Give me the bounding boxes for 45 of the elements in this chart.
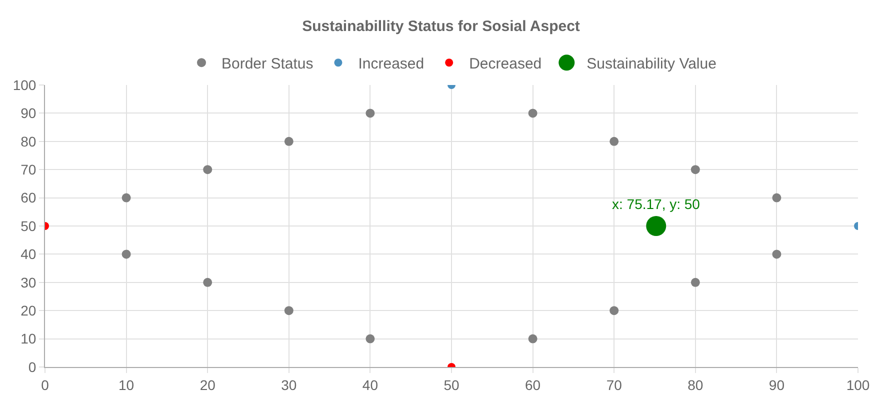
y-tick-label: 100 [12,76,36,93]
point [528,334,538,344]
legend-label: Decreased [469,55,542,72]
point [646,216,666,236]
x-tick-label: 70 [606,376,622,393]
x-tick-label: 90 [768,376,785,393]
y-tick-label: 10 [20,330,36,347]
point [772,250,782,259]
x-tick-label: 60 [525,376,541,393]
x-tick-label: 50 [444,376,460,393]
x-tick-label: 100 [846,376,870,393]
legend-label: Border Status [222,55,314,72]
point [284,306,294,316]
point [122,250,131,259]
point [690,165,700,174]
legend-label: Sustainability Value [586,55,716,72]
x-tick-label: 40 [362,376,378,393]
point [690,278,700,287]
point [772,193,782,202]
y-tick-label: 0 [28,358,36,375]
y-tick-label: 50 [20,218,36,234]
point [122,193,131,202]
legend-label: Increased [358,55,424,72]
x-tick-label: 30 [281,376,297,393]
x-tick-label: 10 [118,376,134,393]
point [610,136,619,146]
y-tick-label: 90 [20,105,36,122]
y-tick-label: 20 [20,302,36,318]
chart-title: Sustainabillity Status for Sosial Aspect [302,18,580,35]
x-tick-label: 80 [688,376,704,393]
point [366,108,375,118]
x-tick-label: 0 [41,376,50,393]
y-tick-label: 70 [20,162,36,178]
point [203,165,212,174]
y-tick-label: 40 [20,246,36,262]
point [366,334,375,344]
point [203,278,212,287]
y-tick-label: 60 [20,190,36,206]
x-tick-label: 20 [200,376,216,393]
point [528,108,538,118]
annotation: x: 75.17, y: 50 [612,196,700,212]
point [610,306,619,316]
point [284,136,294,146]
y-tick-label: 80 [20,133,36,150]
y-tick-label: 30 [20,274,36,290]
